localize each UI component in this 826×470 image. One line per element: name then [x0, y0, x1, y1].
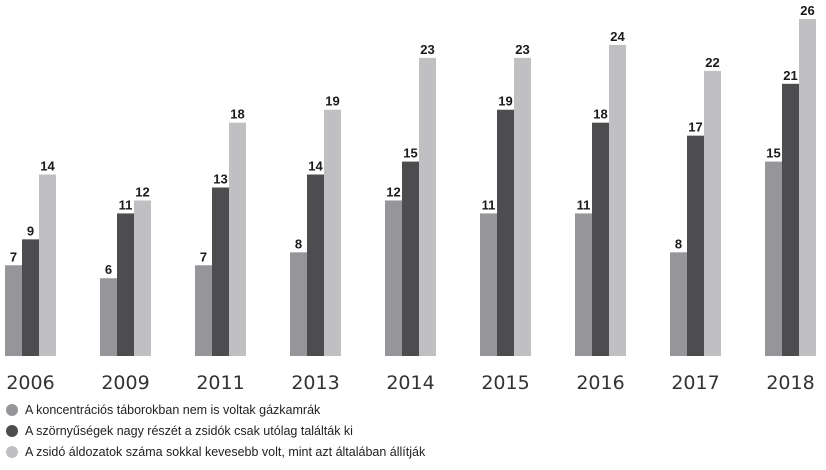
data-label-2009-series-3: 12: [135, 184, 149, 199]
x-tick-label-2015: 2015: [481, 372, 529, 394]
bar-2016-series-3: [609, 44, 626, 357]
data-label-2015-series-2: 19: [498, 94, 512, 109]
bar-chart: 7914200661112200971318201181419201312152…: [5, 3, 816, 394]
bar-2015-series-3: [514, 57, 531, 357]
legend-label-1: A koncentrációs táborokban nem is voltak…: [25, 402, 321, 417]
data-label-2014-series-3: 23: [420, 42, 434, 57]
bar-2014-series-3: [419, 57, 436, 357]
bar-2018-series-2: [782, 83, 799, 357]
data-label-2016-series-2: 18: [593, 107, 607, 122]
data-label-2011-series-1: 7: [200, 249, 207, 264]
legend-swatch-2: [6, 424, 18, 437]
data-label-2015-series-1: 11: [482, 197, 496, 212]
x-tick-label-2017: 2017: [671, 372, 719, 394]
data-label-2018-series-1: 15: [766, 146, 780, 161]
bar-2017-series-1: [670, 252, 687, 356]
bar-2013-series-3: [324, 109, 341, 356]
data-label-2013-series-2: 14: [308, 159, 323, 174]
data-label-2006-series-1: 7: [10, 249, 17, 264]
data-label-2016-series-3: 24: [610, 29, 625, 44]
data-label-2017-series-1: 8: [675, 236, 682, 251]
bar-2013-series-2: [307, 174, 324, 356]
data-label-2006-series-2: 9: [27, 223, 34, 238]
bar-2016-series-2: [592, 122, 609, 356]
bar-2013-series-1: [290, 252, 307, 356]
bar-2017-series-3: [704, 70, 721, 356]
data-label-2013-series-1: 8: [295, 236, 302, 251]
data-label-2018-series-2: 21: [783, 68, 797, 83]
data-label-2017-series-2: 17: [688, 120, 702, 135]
x-tick-label-2014: 2014: [386, 372, 434, 394]
bar-2014-series-2: [402, 161, 419, 356]
data-label-2018-series-3: 26: [800, 3, 814, 18]
data-label-2014-series-1: 12: [386, 184, 400, 199]
bar-2017-series-2: [687, 135, 704, 356]
data-label-2009-series-1: 6: [105, 262, 112, 277]
data-label-2011-series-2: 13: [213, 172, 227, 187]
legend-swatch-3: [6, 445, 18, 458]
bar-2011-series-1: [195, 265, 212, 356]
bar-2009-series-1: [100, 278, 117, 356]
data-label-2017-series-3: 22: [705, 55, 719, 70]
data-label-2016-series-1: 11: [577, 197, 591, 212]
legend-item-2: A szörnyűségek nagy részét a zsidók csak…: [6, 420, 425, 441]
data-label-2013-series-3: 19: [325, 94, 339, 109]
legend: A koncentrációs táborokban nem is voltak…: [6, 399, 425, 462]
bar-2018-series-3: [799, 19, 816, 356]
data-label-2015-series-3: 23: [515, 42, 529, 57]
x-tick-label-2009: 2009: [101, 372, 149, 394]
data-label-2009-series-2: 11: [119, 197, 133, 212]
data-label-2011-series-3: 18: [230, 107, 244, 122]
legend-item-3: A zsidó áldozatok száma sokkal kevesebb …: [6, 441, 425, 462]
x-tick-label-2006: 2006: [6, 372, 54, 394]
bar-2009-series-3: [134, 200, 151, 356]
legend-label-3: A zsidó áldozatok száma sokkal kevesebb …: [25, 444, 426, 459]
x-tick-label-2013: 2013: [291, 372, 339, 394]
bar-2016-series-1: [575, 213, 592, 356]
bar-2015-series-1: [480, 213, 497, 356]
data-label-2014-series-2: 15: [403, 146, 417, 161]
bar-2014-series-1: [385, 200, 402, 356]
bar-2009-series-2: [117, 213, 134, 356]
x-tick-label-2011: 2011: [196, 372, 244, 394]
legend-swatch-1: [6, 403, 18, 416]
bar-2018-series-1: [765, 161, 782, 356]
bar-2011-series-2: [212, 187, 229, 356]
legend-label-2: A szörnyűségek nagy részét a zsidók csak…: [25, 423, 353, 438]
bar-2006-series-1: [5, 265, 22, 356]
x-tick-label-2018: 2018: [766, 372, 814, 394]
bar-2006-series-2: [22, 239, 39, 356]
bar-2015-series-2: [497, 109, 514, 356]
data-label-2006-series-3: 14: [40, 159, 55, 174]
bar-2011-series-3: [229, 122, 246, 356]
x-tick-label-2016: 2016: [576, 372, 624, 394]
legend-item-1: A koncentrációs táborokban nem is voltak…: [6, 399, 425, 420]
bar-2006-series-3: [39, 174, 56, 356]
